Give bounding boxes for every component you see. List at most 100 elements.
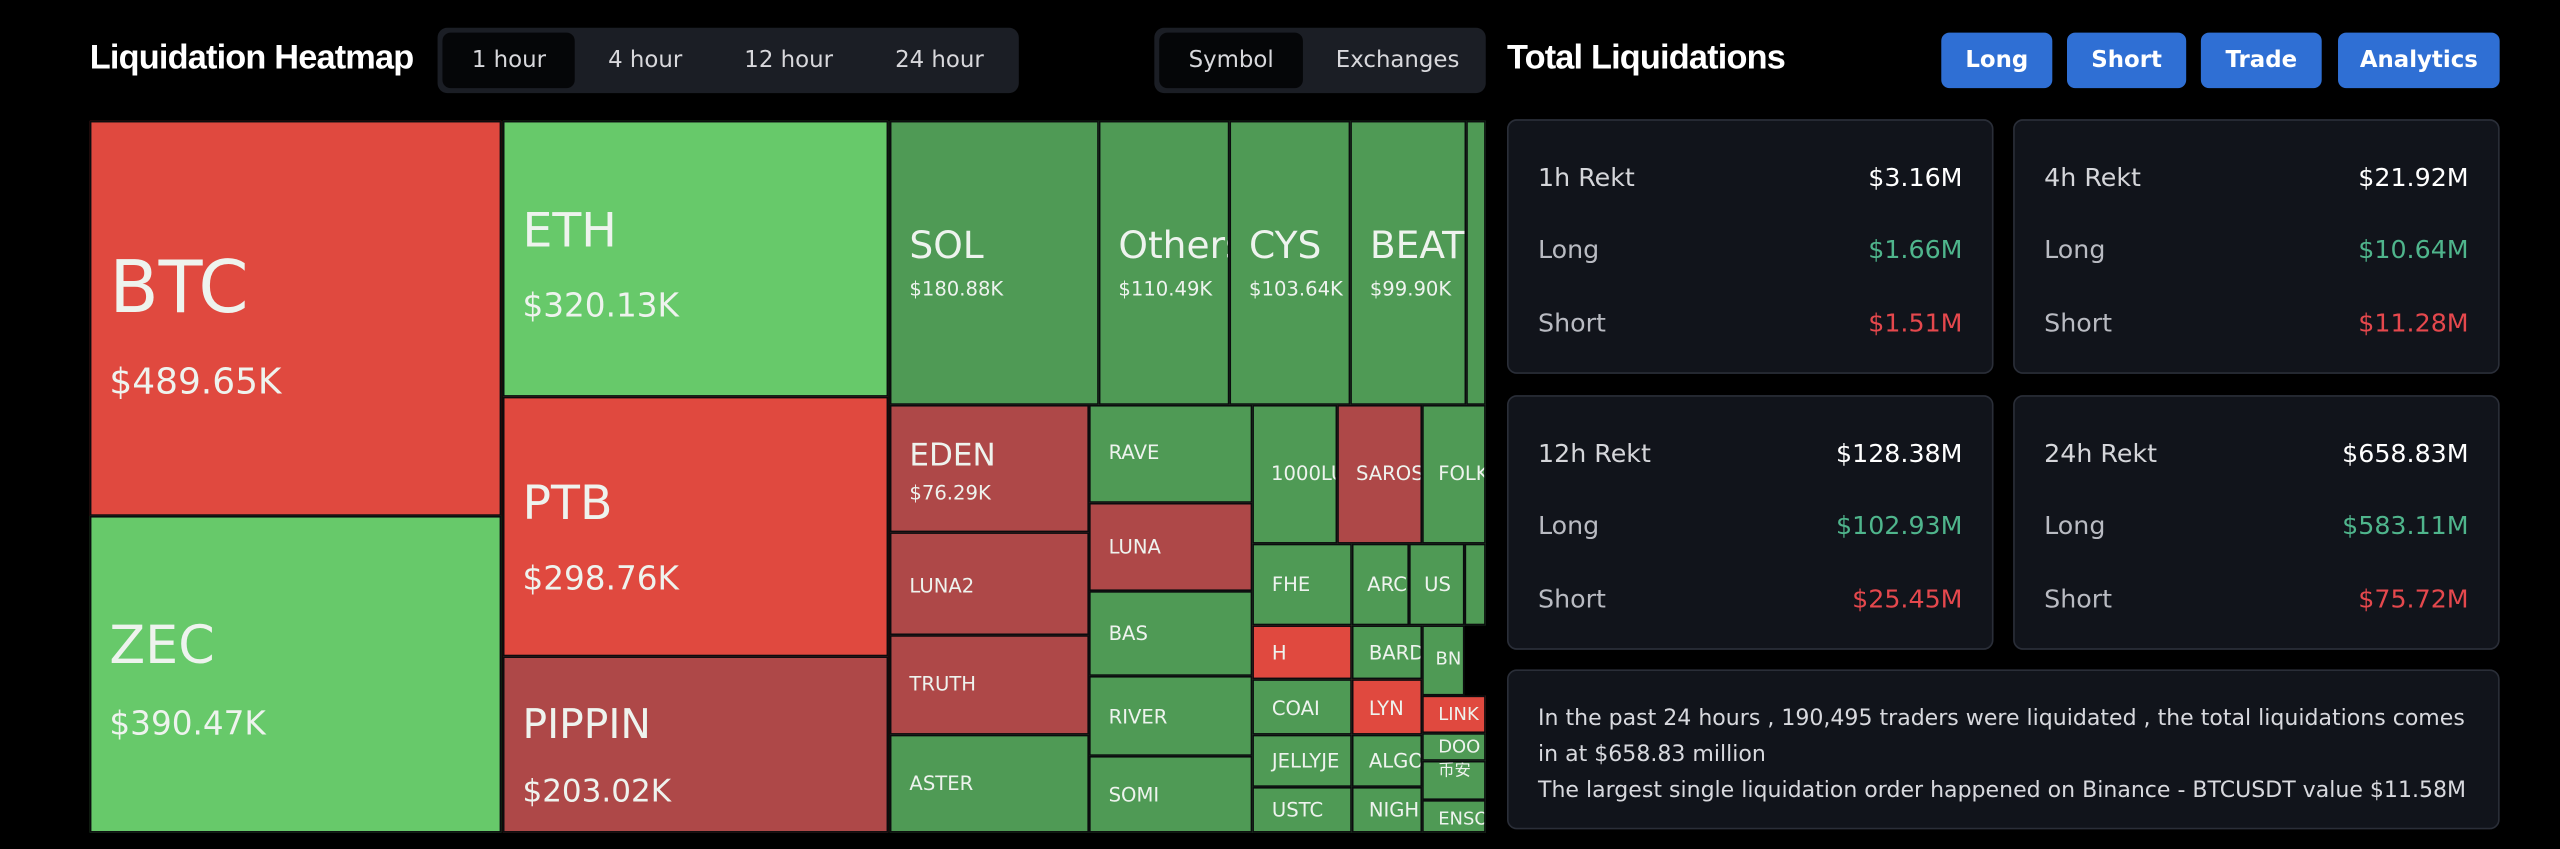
heatmap-tile[interactable]: PTB $298.76K <box>502 396 889 657</box>
tile-label: EDEN <box>909 437 996 474</box>
button[interactable]: Trade <box>2200 32 2322 89</box>
heatmap-tile[interactable]: ASTER <box>889 734 1090 833</box>
time-tab[interactable]: 24 hour <box>895 47 984 74</box>
card-title: 12h Rekt <box>1538 439 1651 469</box>
card-row: Long $583.11M <box>2044 511 2469 540</box>
heatmap-tile[interactable]: USTC <box>1252 786 1352 833</box>
card-title: 1h Rekt <box>1538 163 1635 193</box>
tile-label: 1000LU <box>1271 462 1335 485</box>
tile-label: ASTER <box>909 772 974 796</box>
tile-label: BARD <box>1368 641 1423 665</box>
tile-label: USTC <box>1271 798 1324 822</box>
tile-label: H <box>1271 641 1287 665</box>
heatmap-tile[interactable]: H <box>1252 625 1352 680</box>
heatmap-tile[interactable]: COAI <box>1252 679 1352 735</box>
heatmap-tile[interactable]: 1000LU <box>1252 404 1338 544</box>
heatmap-tile[interactable]: ZEC $390.47K <box>89 515 502 833</box>
heatmap-tile[interactable]: LYN <box>1351 679 1423 735</box>
heatmap-tile[interactable] <box>1464 543 1486 626</box>
heatmap-tile[interactable]: BTC $489.65K <box>89 120 502 516</box>
heatmap-tile[interactable]: Others $110.49K <box>1098 120 1230 405</box>
heatmap-tile[interactable]: BAS <box>1089 591 1253 676</box>
time-tab[interactable]: 1 hour <box>442 32 576 89</box>
card-header: 12h Rekt $128.38M <box>1538 439 1963 468</box>
tile-label: JELLYJE <box>1271 749 1340 773</box>
tile-label: CYS <box>1249 225 1322 268</box>
heatmap-tile[interactable]: BN <box>1422 625 1465 696</box>
heatmap-tile[interactable]: CYS $103.64K <box>1229 120 1351 405</box>
card-header: 4h Rekt $21.92M <box>2044 163 2469 192</box>
heatmap-tile[interactable]: TRUTH <box>889 635 1090 735</box>
tile-label: ETH <box>522 202 617 258</box>
heatmap-tile[interactable]: FHE <box>1252 543 1352 626</box>
tile-value: $203.02K <box>522 774 672 811</box>
heatmap-tile[interactable]: LUNA <box>1089 502 1253 592</box>
heatmap-tile[interactable]: BARD <box>1351 625 1423 680</box>
summary-line: In the past 24 hours , 190,495 traders w… <box>1538 705 2465 768</box>
heatmap-tile[interactable]: ETH $320.13K <box>502 120 889 397</box>
row-label: Long <box>1538 511 1600 541</box>
heatmap-tile[interactable]: JELLYJE <box>1252 734 1352 787</box>
row-label: Short <box>1538 584 1606 614</box>
row-value: $583.11M <box>2342 511 2469 541</box>
heatmap-tile[interactable]: 币安 <box>1422 760 1486 801</box>
tile-label: US <box>1424 573 1451 596</box>
heatmap-tile[interactable]: PIPPIN $203.02K <box>502 656 889 833</box>
tile-value: $180.88K <box>909 277 1004 301</box>
button[interactable]: Analytics <box>2338 32 2500 89</box>
tile-label: BTC <box>109 246 249 330</box>
heatmap-tile[interactable]: ALGO <box>1351 734 1423 787</box>
button[interactable]: Long <box>1941 32 2053 89</box>
heatmap-title: Liquidation Heatmap <box>89 39 414 77</box>
heatmap-tile[interactable]: EDEN $76.29K <box>889 404 1090 533</box>
tile-value: $298.76K <box>522 558 679 598</box>
heatmap-tile[interactable]: RAVE <box>1089 404 1253 503</box>
view-tab[interactable]: Symbol <box>1159 32 1304 89</box>
heatmap-tile[interactable]: DOO <box>1422 733 1486 761</box>
heatmap-tile[interactable]: SAROS <box>1337 404 1423 544</box>
tile-value: $99.90K <box>1369 277 1452 301</box>
heatmap-tile[interactable]: ARC <box>1351 543 1410 626</box>
row-value: $102.93M <box>1835 511 1963 541</box>
tile-label: COAI <box>1271 697 1320 721</box>
tile-value: $489.65K <box>109 362 282 404</box>
card-row: Short $25.45M <box>1538 585 1963 614</box>
card-row: Short $11.28M <box>2044 309 2469 338</box>
time-tab[interactable]: 4 hour <box>608 47 683 74</box>
card-row: Short $75.72M <box>2044 585 2469 614</box>
row-value: $1.66M <box>1868 235 1963 265</box>
tile-label: BEAT <box>1369 225 1466 268</box>
heatmap-tile[interactable] <box>1466 120 1486 405</box>
card-row: Long $102.93M <box>1538 511 1963 540</box>
heatmap-tile[interactable]: NIGH <box>1351 786 1423 833</box>
rekt-card: 4h Rekt $21.92M Long $10.64M Short $11.28M <box>2013 119 2500 374</box>
heatmap-tile[interactable]: SOL $180.88K <box>889 120 1099 405</box>
heatmap-tile[interactable]: LUNA2 <box>889 532 1090 636</box>
heatmap-tile[interactable]: US <box>1409 543 1465 626</box>
tile-label: ZEC <box>109 613 215 676</box>
rekt-card: 24h Rekt $658.83M Long $583.11M Short $75.72M <box>2013 395 2500 650</box>
view-tab[interactable]: Exchanges <box>1335 47 1460 74</box>
time-tab[interactable]: 12 hour <box>744 47 834 74</box>
heatmap-tile[interactable]: LINK <box>1422 695 1486 734</box>
heatmap-tile[interactable]: SOMI <box>1089 755 1253 833</box>
heatmap-tile[interactable]: FOLK <box>1422 404 1486 544</box>
card-total: $3.16M <box>1868 163 1963 193</box>
tile-label: 币安 <box>1438 762 1471 781</box>
row-label: Short <box>2044 584 2113 614</box>
row-value: $1.51M <box>1868 308 1963 338</box>
tile-label: PIPPIN <box>522 700 651 748</box>
heatmap-tile[interactable]: BEAT $99.90K <box>1350 120 1467 405</box>
card-total: $21.92M <box>2358 163 2469 193</box>
tile-label: FHE <box>1271 573 1311 596</box>
heatmap-tile[interactable]: RIVER <box>1089 675 1253 756</box>
tile-label: ALGO <box>1368 749 1423 773</box>
tile-label: SOL <box>909 225 984 268</box>
heatmap-tile[interactable]: ENSO <box>1422 800 1486 833</box>
button[interactable]: Short <box>2066 32 2187 89</box>
card-total: $128.38M <box>1835 439 1963 469</box>
row-label: Long <box>1538 235 1600 265</box>
rekt-card: 1h Rekt $3.16M Long $1.66M Short $1.51M <box>1506 119 1994 374</box>
tile-label: BN <box>1435 648 1462 670</box>
